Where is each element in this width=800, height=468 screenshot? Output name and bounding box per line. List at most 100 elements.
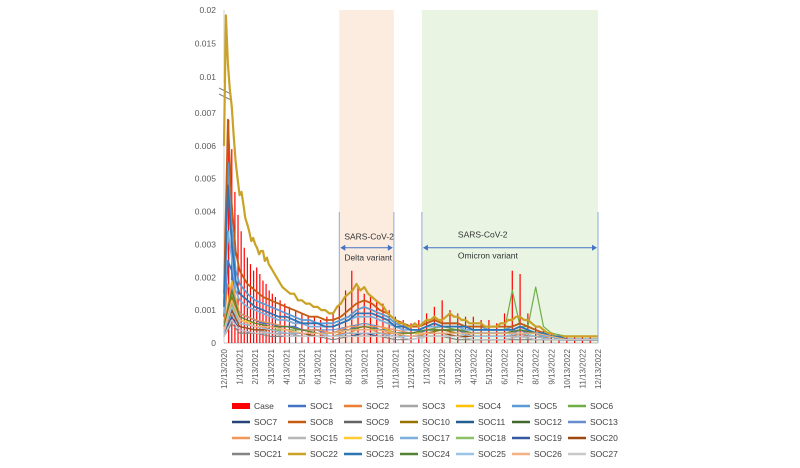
x-tick-label: 7/13/2022: [516, 348, 525, 384]
case-bar: [376, 300, 378, 343]
case-bar: [425, 313, 428, 343]
y-tick-label: 0.006: [195, 141, 217, 151]
x-tick-label: 2/13/2021: [251, 348, 260, 384]
legend-swatch-case: [232, 403, 250, 409]
x-tick-label: 4/13/2021: [282, 348, 291, 384]
legend: Case SOC1 SOC2 SOC3 SOC4 SOC5 SOC6 SOC7 SOC8 SOC9…: [232, 401, 618, 459]
legend-label: SOC19: [534, 433, 562, 443]
legend-label: SOC14: [254, 433, 282, 443]
legend-label: SOC9: [366, 417, 389, 427]
legend-label: SOC17: [422, 433, 450, 443]
legend-label: SOC21: [254, 449, 282, 459]
y-tick-label: 0.002: [195, 272, 217, 282]
legend-label: SOC4: [478, 401, 501, 411]
arrowhead-left: [422, 244, 428, 251]
case-bar: [433, 306, 435, 343]
x-tick-label: 11/13/2022: [578, 348, 587, 388]
case-bar: [357, 287, 359, 343]
case-bar: [288, 306, 291, 343]
case-bar: [550, 333, 552, 343]
legend-label: SOC16: [366, 433, 394, 443]
annotation-text: Delta variant: [344, 253, 392, 263]
case-bar: [256, 267, 258, 343]
case-bar: [363, 293, 365, 343]
series-lines: [222, 14, 598, 341]
x-tick-label: 12/13/2020: [220, 348, 229, 389]
x-tick-label: 8/13/2022: [532, 348, 541, 384]
x-tick-label: 8/13/2021: [345, 348, 354, 384]
case-bar: [488, 320, 490, 343]
x-tick-label: 9/13/2021: [360, 348, 369, 384]
arrowhead-right: [592, 244, 597, 251]
shaded-periods: [338, 10, 599, 343]
case-bar: [388, 310, 390, 343]
case-bar: [369, 297, 372, 343]
annotation-text: Omicron variant: [458, 251, 519, 261]
x-tick-label: 5/13/2022: [485, 348, 494, 384]
legend-label: SOC5: [534, 401, 557, 411]
case-bar: [265, 283, 267, 343]
y-tick-label: 0.005: [195, 174, 217, 184]
case-bar: [480, 320, 482, 343]
legend-label: SOC6: [590, 401, 613, 411]
legend-label: SOC2: [366, 401, 389, 411]
x-tick-label: 12/13/2021: [407, 348, 416, 389]
legend-label: SOC10: [422, 417, 450, 427]
case-bar: [262, 280, 264, 343]
case-bar: [457, 313, 459, 343]
case-bar: [271, 293, 273, 343]
case-bar: [382, 303, 384, 343]
case-bar: [441, 300, 443, 343]
y-tick-label: 0: [211, 338, 216, 348]
x-tick-label: 7/13/2021: [329, 348, 338, 384]
legend-label: SOC1: [310, 401, 333, 411]
arrowhead-right: [387, 244, 393, 251]
axes: 0 0.001 0.002 0.003 0.004 0.005 0.006 0.007 0.01…: [195, 5, 603, 389]
legend-label: SOC13: [590, 417, 618, 427]
legend-label: SOC27: [590, 449, 618, 459]
x-tick-label: 2/13/2022: [438, 348, 447, 384]
case-bar: [253, 270, 255, 343]
case-bar: [332, 313, 334, 343]
x-tick-label: 6/13/2022: [501, 348, 510, 384]
case-bar: [535, 326, 537, 343]
legend-label: SOC26: [534, 449, 562, 459]
legend-label: SOC15: [310, 433, 338, 443]
legend-label: SOC8: [310, 417, 333, 427]
case-bar: [243, 247, 245, 343]
case-bar: [527, 313, 529, 343]
legend-label: SOC12: [534, 417, 562, 427]
legend-label: SOC20: [590, 433, 618, 443]
case-bar: [274, 297, 277, 343]
annotation-text: SARS-CoV-2: [344, 232, 394, 242]
case-bar: [344, 290, 347, 343]
x-tick-label: 9/13/2022: [547, 348, 556, 384]
y-tick-label: 0.02: [199, 5, 216, 15]
annotation-text: SARS-CoV-2: [458, 230, 508, 240]
y-tick-label: 0.004: [195, 207, 217, 217]
x-tick-label: 10/13/2021: [376, 348, 385, 389]
x-tick-label: 4/13/2022: [469, 348, 478, 384]
case-bar: [511, 270, 513, 343]
legend-label: SOC24: [422, 449, 450, 459]
legend-label: SOC22: [310, 449, 338, 459]
case-bar: [284, 303, 286, 343]
series-line-soc25: [223, 306, 598, 341]
x-tick-label: 3/13/2021: [267, 348, 276, 384]
series-line-soc22: [222, 14, 598, 338]
y-tick-label: 0.01: [199, 72, 216, 82]
x-tick-label: 6/13/2021: [314, 348, 323, 384]
legend-label: SOC3: [422, 401, 445, 411]
case-bar: [301, 313, 303, 343]
legend-label: Case: [254, 401, 274, 411]
shaded-period-2: [421, 10, 598, 343]
x-tick-label: 3/13/2022: [454, 348, 463, 384]
variant-annotations: SARS-CoV-2 Delta variant SARS-CoV-2 Omicron…: [340, 230, 597, 263]
legend-label: SOC25: [478, 449, 506, 459]
y-tick-label: 0.003: [195, 239, 217, 249]
shaded-period-1: [339, 10, 394, 343]
x-tick-label: 10/13/2022: [563, 348, 572, 389]
case-bar: [279, 300, 281, 343]
case-bar: [519, 274, 521, 343]
